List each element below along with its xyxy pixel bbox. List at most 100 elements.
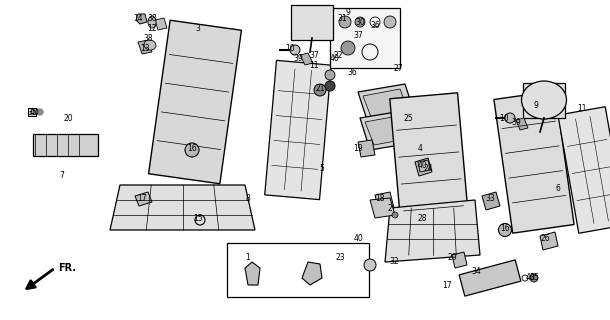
- Circle shape: [364, 259, 376, 271]
- Text: 36: 36: [370, 20, 380, 29]
- Text: 40: 40: [30, 108, 40, 116]
- Circle shape: [341, 41, 355, 55]
- Text: 10: 10: [285, 44, 295, 52]
- Circle shape: [505, 113, 515, 123]
- Text: 9: 9: [345, 7, 350, 17]
- Text: 34: 34: [471, 268, 481, 276]
- Polygon shape: [358, 140, 375, 157]
- Polygon shape: [245, 262, 260, 285]
- Text: 3: 3: [196, 23, 201, 33]
- Ellipse shape: [185, 143, 199, 157]
- Polygon shape: [558, 107, 610, 233]
- Polygon shape: [540, 232, 558, 250]
- Polygon shape: [415, 158, 432, 176]
- Polygon shape: [418, 160, 430, 172]
- Polygon shape: [390, 93, 470, 243]
- Text: 11: 11: [577, 103, 587, 113]
- Polygon shape: [155, 18, 167, 30]
- Polygon shape: [363, 89, 408, 117]
- Polygon shape: [516, 118, 528, 130]
- Text: 33: 33: [485, 194, 495, 203]
- Polygon shape: [385, 200, 480, 262]
- Text: 40: 40: [417, 161, 427, 170]
- Text: 1: 1: [246, 253, 250, 262]
- Circle shape: [384, 16, 396, 28]
- Text: 13: 13: [140, 44, 150, 52]
- Polygon shape: [494, 91, 574, 233]
- Polygon shape: [302, 262, 322, 285]
- Polygon shape: [360, 110, 418, 150]
- Text: 39: 39: [293, 53, 303, 62]
- Text: 21: 21: [315, 84, 325, 92]
- Circle shape: [325, 70, 335, 80]
- Text: 40: 40: [353, 234, 363, 243]
- Text: 38: 38: [147, 13, 157, 22]
- Text: 29: 29: [447, 253, 457, 262]
- Text: 35: 35: [27, 108, 37, 116]
- Polygon shape: [32, 134, 98, 156]
- Text: 35: 35: [529, 274, 539, 283]
- Text: 30: 30: [355, 18, 365, 27]
- Text: 32: 32: [389, 258, 399, 267]
- Text: 36: 36: [347, 68, 357, 76]
- Text: 11: 11: [309, 60, 319, 69]
- Text: 15: 15: [193, 213, 203, 222]
- Circle shape: [355, 17, 365, 27]
- Ellipse shape: [144, 40, 156, 50]
- Text: 17: 17: [137, 194, 147, 203]
- Text: 9: 9: [534, 100, 539, 109]
- Text: 37: 37: [309, 51, 319, 60]
- Ellipse shape: [498, 223, 512, 236]
- Circle shape: [37, 109, 43, 115]
- Polygon shape: [138, 40, 152, 54]
- Polygon shape: [330, 8, 400, 68]
- Text: 8: 8: [246, 194, 250, 203]
- Polygon shape: [135, 192, 152, 206]
- Text: 24: 24: [423, 164, 433, 172]
- Text: 27: 27: [393, 63, 403, 73]
- Text: FR.: FR.: [58, 263, 76, 273]
- Polygon shape: [110, 185, 255, 230]
- Polygon shape: [149, 20, 242, 184]
- Text: 38: 38: [143, 34, 153, 43]
- Text: 7: 7: [60, 171, 65, 180]
- Polygon shape: [452, 252, 467, 268]
- Circle shape: [339, 16, 351, 28]
- Polygon shape: [459, 260, 521, 296]
- Ellipse shape: [148, 16, 156, 28]
- Text: 10: 10: [499, 114, 509, 123]
- Text: 6: 6: [556, 183, 561, 193]
- Polygon shape: [375, 192, 394, 211]
- Polygon shape: [136, 14, 147, 24]
- Text: 2: 2: [387, 204, 392, 212]
- Text: 17: 17: [442, 281, 452, 290]
- Circle shape: [530, 274, 538, 282]
- Text: 37: 37: [353, 30, 363, 39]
- Text: 4: 4: [418, 143, 423, 153]
- Polygon shape: [358, 84, 415, 123]
- Polygon shape: [482, 192, 500, 210]
- Circle shape: [325, 81, 335, 91]
- Text: 22: 22: [333, 51, 343, 60]
- Polygon shape: [523, 83, 565, 117]
- Text: 16: 16: [187, 143, 197, 153]
- Text: 40: 40: [330, 53, 340, 62]
- Circle shape: [290, 45, 300, 55]
- Text: 16: 16: [500, 223, 510, 233]
- Text: 40: 40: [525, 274, 535, 283]
- Polygon shape: [291, 4, 333, 39]
- Text: 25: 25: [403, 114, 413, 123]
- Ellipse shape: [522, 81, 567, 119]
- Text: 14: 14: [133, 13, 143, 22]
- Polygon shape: [370, 198, 395, 218]
- Text: 19: 19: [353, 143, 363, 153]
- Circle shape: [314, 84, 326, 96]
- Text: 20: 20: [63, 114, 73, 123]
- Polygon shape: [365, 115, 412, 145]
- Text: 31: 31: [337, 13, 347, 22]
- Polygon shape: [28, 108, 36, 116]
- Circle shape: [392, 212, 398, 218]
- Text: 18: 18: [375, 194, 385, 203]
- Text: 26: 26: [540, 234, 550, 243]
- Text: 23: 23: [335, 253, 345, 262]
